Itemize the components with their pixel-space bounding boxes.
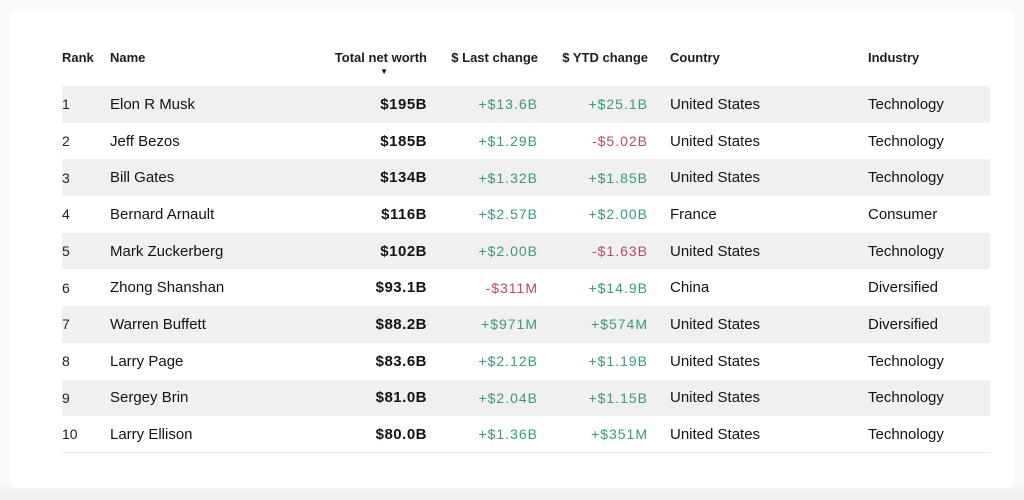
table-row[interactable]: 2 Jeff Bezos $185B +$1.29B -$5.02B Unite…	[62, 123, 990, 160]
country-cell: United States	[670, 389, 761, 407]
last-change-cell: +$2.12B	[478, 353, 538, 370]
table-row[interactable]: 1 Elon R Musk $195B +$13.6B +$25.1B Unit…	[62, 86, 990, 123]
table-row[interactable]: 5 Mark Zuckerberg $102B +$2.00B -$1.63B …	[62, 232, 990, 270]
name-cell: Bernard Arnault	[110, 205, 215, 223]
name-cell: Larry Ellison	[110, 425, 193, 443]
name-cell: Sergey Brin	[110, 389, 189, 407]
ytd-change-cell: +$1.85B	[588, 169, 648, 186]
industry-cell: Technology	[868, 169, 944, 187]
rank-cell: 4	[62, 206, 70, 223]
country-cell: United States	[670, 315, 761, 333]
industry-cell: Technology	[868, 132, 944, 150]
rank-cell: 5	[62, 243, 70, 260]
last-change-cell: -$311M	[485, 279, 538, 296]
ytd-change-cell: +$1.15B	[588, 389, 648, 406]
country-cell: United States	[670, 242, 761, 260]
industry-cell: Technology	[868, 95, 944, 113]
column-header-rank[interactable]: Rank	[62, 50, 94, 65]
last-change-cell: +$1.29B	[478, 133, 538, 150]
ytd-change-cell: -$1.63B	[591, 243, 648, 260]
ytd-change-cell: +$351M	[591, 426, 648, 443]
name-cell: Warren Buffett	[110, 315, 206, 333]
rank-cell: 10	[62, 426, 78, 443]
column-header-net-worth[interactable]: Total net worth ▼	[320, 48, 427, 86]
last-change-cell: +$13.6B	[478, 96, 538, 113]
table-row[interactable]: 9 Sergey Brin $81.0B +$2.04B +$1.15B Uni…	[62, 379, 990, 417]
rank-cell: 9	[62, 389, 70, 406]
ytd-change-cell: +$1.19B	[588, 353, 648, 370]
country-cell: United States	[670, 132, 761, 150]
net-worth-cell: $83.6B	[375, 352, 427, 370]
column-header-country[interactable]: Country	[670, 50, 720, 65]
last-change-cell: +$971M	[481, 316, 538, 333]
country-cell: United States	[670, 425, 761, 443]
country-cell: United States	[670, 352, 761, 370]
net-worth-cell: $102B	[380, 242, 427, 260]
table-body: 1 Elon R Musk $195B +$13.6B +$25.1B Unit…	[62, 86, 990, 453]
column-header-ytd-change[interactable]: $ YTD change	[562, 50, 648, 65]
net-worth-cell: $81.0B	[375, 389, 427, 407]
column-header-last-change[interactable]: $ Last change	[451, 50, 538, 65]
table-row[interactable]: 10 Larry Ellison $80.0B +$1.36B +$351M U…	[62, 416, 990, 453]
rank-cell: 3	[62, 169, 70, 186]
table-row[interactable]: 8 Larry Page $83.6B +$2.12B +$1.19B Unit…	[62, 343, 990, 380]
name-cell: Elon R Musk	[110, 95, 196, 113]
last-change-cell: +$2.57B	[478, 206, 538, 223]
billionaires-table-card: Rank Name Total net worth ▼ $ Last chang…	[10, 12, 1014, 488]
country-cell: France	[670, 205, 717, 223]
table-row[interactable]: 6 Zhong Shanshan $93.1B -$311M +$14.9B C…	[62, 269, 990, 306]
net-worth-cell: $80.0B	[375, 425, 427, 443]
table-row[interactable]: 3 Bill Gates $134B +$1.32B +$1.85B Unite…	[62, 159, 990, 197]
country-cell: China	[670, 279, 710, 297]
rank-cell: 2	[62, 133, 70, 150]
net-worth-cell: $88.2B	[375, 315, 427, 333]
net-worth-cell: $134B	[380, 169, 427, 187]
last-change-cell: +$1.36B	[478, 426, 538, 443]
industry-cell: Technology	[868, 389, 944, 407]
rank-cell: 8	[62, 353, 70, 370]
name-cell: Larry Page	[110, 352, 184, 370]
ytd-change-cell: +$2.00B	[588, 206, 648, 223]
last-change-cell: +$2.04B	[478, 389, 538, 406]
industry-cell: Technology	[868, 352, 944, 370]
country-cell: United States	[670, 169, 761, 187]
ytd-change-cell: +$14.9B	[588, 279, 648, 296]
billionaires-table: Rank Name Total net worth ▼ $ Last chang…	[62, 48, 990, 453]
net-worth-cell: $185B	[380, 132, 427, 150]
ytd-change-cell: -$5.02B	[591, 133, 648, 150]
table-row[interactable]: 7 Warren Buffett $88.2B +$971M +$574M Un…	[62, 306, 990, 343]
last-change-cell: +$2.00B	[478, 243, 538, 260]
ytd-change-cell: +$574M	[591, 316, 648, 333]
table-header-row: Rank Name Total net worth ▼ $ Last chang…	[62, 48, 990, 86]
net-worth-cell: $93.1B	[375, 279, 427, 297]
table-row[interactable]: 4 Bernard Arnault $116B +$2.57B +$2.00B …	[62, 196, 990, 233]
name-cell: Jeff Bezos	[110, 132, 180, 150]
last-change-cell: +$1.32B	[478, 169, 538, 186]
industry-cell: Technology	[868, 242, 944, 260]
column-header-net-worth-label: Total net worth	[334, 50, 427, 65]
rank-cell: 7	[62, 316, 70, 333]
rank-cell: 6	[62, 279, 70, 296]
name-cell: Bill Gates	[110, 169, 175, 187]
country-cell: United States	[670, 95, 761, 113]
name-cell: Mark Zuckerberg	[110, 242, 224, 260]
ytd-change-cell: +$25.1B	[588, 96, 648, 113]
industry-cell: Diversified	[868, 315, 939, 333]
industry-cell: Consumer	[868, 205, 938, 223]
industry-cell: Technology	[868, 425, 944, 443]
net-worth-cell: $116B	[381, 205, 427, 223]
column-header-name[interactable]: Name	[110, 50, 146, 65]
name-cell: Zhong Shanshan	[110, 279, 225, 297]
rank-cell: 1	[62, 96, 70, 113]
industry-cell: Diversified	[868, 279, 939, 297]
column-header-industry[interactable]: Industry	[868, 50, 920, 65]
sort-descending-icon[interactable]: ▼	[380, 67, 388, 76]
net-worth-cell: $195B	[380, 95, 427, 113]
